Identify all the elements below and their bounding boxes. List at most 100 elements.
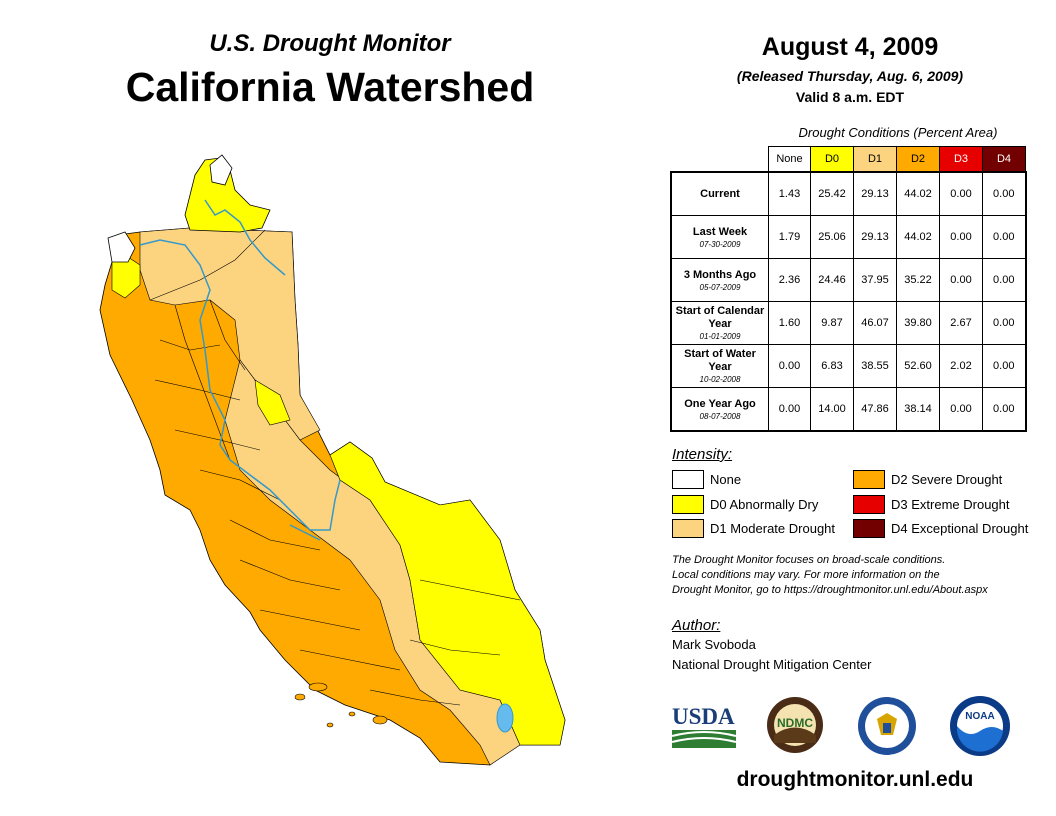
website-url[interactable]: droughtmonitor.unl.edu (736, 768, 974, 791)
table-cell: 25.06 (810, 215, 854, 259)
col-header-d4: D4 (982, 146, 1026, 173)
col-header-d2: D2 (896, 146, 940, 173)
table-row: 3 Months Ago 05-07-2009 2.36 24.46 37.95 … (670, 258, 1027, 302)
valid-time: Valid 8 a.m. EDT (795, 89, 905, 105)
region-none-coast (107, 231, 136, 263)
noaa-logo-text: NOAA (965, 711, 994, 722)
legend-item-d1: D1 Moderate Drought (672, 519, 835, 538)
table-cell: 25.42 (810, 171, 854, 216)
commerce-seal-icon (858, 697, 916, 755)
release-date: (Released Thursday, Aug. 6, 2009) (736, 68, 964, 84)
table-cell: 39.80 (896, 301, 940, 345)
row-label: 3 Months Ago 05-07-2009 (670, 258, 769, 302)
legend-label: None (710, 472, 742, 487)
table-row: Last Week 07-30-2009 1.79 25.06 29.13 44.… (670, 215, 1027, 259)
table-cell: 46.07 (853, 301, 897, 345)
region-d0-east (329, 441, 566, 746)
table-cell: 47.86 (853, 387, 897, 432)
table-cell: 0.00 (939, 387, 983, 432)
col-header-d0: D0 (810, 146, 854, 173)
map-title: California Watershed (125, 64, 535, 110)
legend-swatch (853, 495, 885, 514)
table-caption: Drought Conditions (Percent Area) (798, 125, 998, 140)
col-header-d1: D1 (853, 146, 897, 173)
table-cell: 1.79 (768, 215, 811, 259)
table-cell: 52.60 (896, 344, 940, 388)
row-label: Start of Calendar Year 01-01-2009 (670, 301, 769, 345)
legend-item-d4: D4 Exceptional Drought (853, 519, 1028, 538)
legend-item-d0: D0 Abnormally Dry (672, 495, 818, 514)
table-cell: 1.43 (768, 171, 811, 216)
table-header-row: None D0 D1 D2 D3 D4 (671, 146, 1026, 173)
table-cell: 1.60 (768, 301, 811, 345)
noaa-logo: NOAA (950, 696, 1010, 756)
island (348, 711, 356, 717)
legend-swatch (853, 470, 885, 489)
region-d0-central (254, 379, 291, 426)
table-cell: 6.83 (810, 344, 854, 388)
table-cell: 35.22 (896, 258, 940, 302)
table-cell: 24.46 (810, 258, 854, 302)
legend-item-d2: D2 Severe Drought (853, 470, 1002, 489)
col-header-d3: D3 (939, 146, 983, 173)
table-cell: 2.36 (768, 258, 811, 302)
note-line: The Drought Monitor focuses on broad-sca… (672, 554, 946, 566)
legend-label: D4 Exceptional Drought (891, 521, 1029, 536)
note-line: Local conditions may vary. For more info… (672, 569, 940, 581)
table-cell: 0.00 (939, 215, 983, 259)
island (372, 715, 388, 725)
table-cell: 0.00 (939, 171, 983, 216)
legend-heading: Intensity: (672, 446, 733, 463)
table-cell: 44.02 (896, 171, 940, 216)
island (326, 722, 334, 728)
table-cell: 44.02 (896, 215, 940, 259)
rivers (139, 199, 341, 541)
table-row: Start of Calendar Year 01-01-2009 1.60 9.… (670, 301, 1027, 345)
ndmc-logo: NDMC (767, 697, 823, 753)
watershed-boundaries (149, 229, 521, 706)
row-label: Start of Water Year 10-02-2008 (670, 344, 769, 388)
row-label: Last Week 07-30-2009 (670, 215, 769, 259)
table-cell: 0.00 (982, 215, 1027, 259)
author-heading: Author: (672, 617, 721, 634)
legend-label: D0 Abnormally Dry (710, 497, 819, 512)
region-none-north (209, 154, 233, 186)
header-blank (671, 147, 769, 173)
legend-item-none: None (672, 470, 741, 489)
table-cell: 38.14 (896, 387, 940, 432)
island (308, 682, 328, 692)
california-watershed-map (99, 154, 566, 766)
table-cell: 0.00 (982, 258, 1027, 302)
table-cell: 0.00 (768, 344, 811, 388)
legend-swatch (853, 519, 885, 538)
legend-item-d3: D3 Extreme Drought (853, 495, 1010, 514)
table-row: Current 1.43 25.42 29.13 44.02 0.00 0.00 (670, 171, 1027, 216)
table-cell: 29.13 (853, 171, 897, 216)
table-cell: 0.00 (982, 344, 1027, 388)
map-subtitle: U.S. Drought Monitor (209, 30, 451, 57)
legend-label: D1 Moderate Drought (710, 521, 836, 536)
legend-swatch (672, 495, 704, 514)
author-organization: National Drought Mitigation Center (672, 657, 872, 672)
usda-logo: USDA (671, 704, 737, 748)
row-label: One Year Ago 08-07-2008 (670, 387, 769, 432)
table-cell: 0.00 (982, 387, 1027, 432)
author-name: Mark Svoboda (672, 637, 756, 652)
table-cell: 38.55 (853, 344, 897, 388)
island (294, 693, 306, 701)
ndmc-logo-text: NDMC (777, 716, 813, 730)
usda-logo-text: USDA (672, 704, 735, 729)
table-row: One Year Ago 08-07-2008 0.00 14.00 47.86 … (670, 387, 1027, 432)
row-label: Current (670, 171, 769, 216)
note-line: Drought Monitor, go to https://droughtmo… (672, 584, 988, 596)
col-header-none: None (768, 146, 811, 173)
table-cell: 37.95 (853, 258, 897, 302)
table-cell: 0.00 (982, 171, 1027, 216)
table-cell: 0.00 (982, 301, 1027, 345)
legend-swatch (672, 470, 704, 489)
legend-swatch (672, 519, 704, 538)
table-cell: 9.87 (810, 301, 854, 345)
legend-label: D3 Extreme Drought (891, 497, 1010, 512)
table-cell: 29.13 (853, 215, 897, 259)
table-cell: 2.67 (939, 301, 983, 345)
